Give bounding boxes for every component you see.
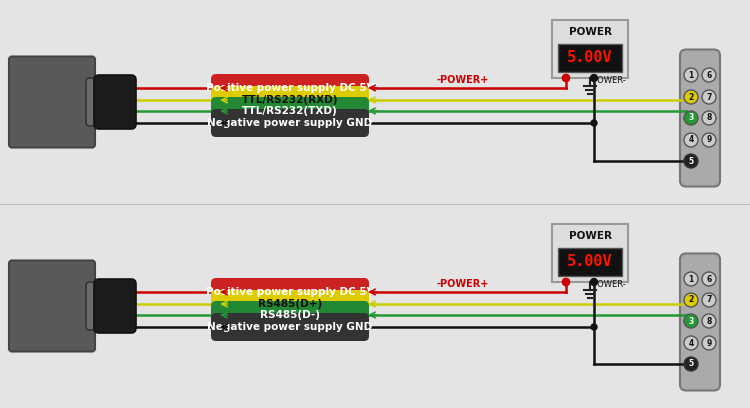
Circle shape (562, 279, 569, 286)
Text: TTL/RS232(TXD): TTL/RS232(TXD) (242, 106, 338, 116)
FancyBboxPatch shape (211, 74, 369, 102)
Text: 9: 9 (706, 339, 712, 348)
Text: 5.00V: 5.00V (567, 51, 613, 66)
Circle shape (591, 120, 597, 126)
Text: POWER-: POWER- (592, 76, 626, 85)
Text: Positive power supply DC 5V: Positive power supply DC 5V (206, 83, 374, 93)
Text: -POWER+: -POWER+ (436, 279, 489, 289)
FancyBboxPatch shape (94, 279, 136, 333)
FancyBboxPatch shape (211, 301, 369, 329)
FancyBboxPatch shape (552, 224, 628, 282)
Text: 5: 5 (688, 359, 694, 368)
FancyBboxPatch shape (558, 44, 622, 72)
Circle shape (590, 75, 598, 82)
FancyBboxPatch shape (211, 313, 369, 341)
Text: Negative power supply GND: Negative power supply GND (207, 118, 373, 128)
Circle shape (684, 272, 698, 286)
Circle shape (684, 68, 698, 82)
FancyBboxPatch shape (211, 278, 369, 306)
Text: 8: 8 (706, 113, 712, 122)
Text: 1: 1 (688, 275, 694, 284)
Circle shape (702, 293, 716, 307)
FancyBboxPatch shape (211, 290, 369, 318)
Circle shape (702, 272, 716, 286)
FancyBboxPatch shape (680, 49, 720, 186)
Text: POWER: POWER (568, 27, 611, 37)
Circle shape (684, 111, 698, 125)
Circle shape (702, 68, 716, 82)
Circle shape (562, 279, 569, 286)
Circle shape (702, 90, 716, 104)
Text: 2: 2 (688, 295, 694, 304)
FancyBboxPatch shape (211, 97, 369, 125)
Circle shape (702, 314, 716, 328)
Text: 6: 6 (706, 275, 712, 284)
Circle shape (684, 90, 698, 104)
Circle shape (684, 336, 698, 350)
Text: 3: 3 (688, 317, 694, 326)
Text: 5.00V: 5.00V (567, 255, 613, 270)
Text: 8: 8 (706, 317, 712, 326)
FancyBboxPatch shape (9, 56, 95, 148)
FancyBboxPatch shape (558, 248, 622, 276)
Circle shape (684, 357, 698, 371)
Text: Negative power supply GND: Negative power supply GND (207, 322, 373, 332)
Circle shape (702, 133, 716, 147)
Text: POWER: POWER (568, 231, 611, 241)
Text: RS485(D+): RS485(D+) (258, 299, 322, 309)
Text: POWER-: POWER- (592, 280, 626, 289)
FancyBboxPatch shape (552, 20, 628, 78)
FancyBboxPatch shape (97, 83, 117, 121)
Circle shape (591, 279, 597, 285)
Circle shape (684, 154, 698, 168)
Circle shape (591, 75, 597, 81)
Text: 3: 3 (688, 113, 694, 122)
Text: 5: 5 (688, 157, 694, 166)
Text: 7: 7 (706, 93, 712, 102)
FancyBboxPatch shape (86, 78, 114, 126)
FancyBboxPatch shape (211, 109, 369, 137)
Text: 7: 7 (706, 295, 712, 304)
Text: 2: 2 (688, 93, 694, 102)
FancyBboxPatch shape (97, 287, 117, 325)
Text: 9: 9 (706, 135, 712, 144)
Circle shape (684, 314, 698, 328)
Circle shape (684, 133, 698, 147)
Circle shape (562, 75, 569, 82)
Circle shape (562, 75, 569, 82)
Text: -POWER+: -POWER+ (436, 75, 489, 85)
Text: TTL/RS232(RXD): TTL/RS232(RXD) (242, 95, 338, 105)
Circle shape (590, 279, 598, 286)
FancyBboxPatch shape (211, 86, 369, 114)
Text: Positive power supply DC 5V: Positive power supply DC 5V (206, 287, 374, 297)
Circle shape (702, 111, 716, 125)
Text: 4: 4 (688, 135, 694, 144)
Circle shape (702, 336, 716, 350)
FancyBboxPatch shape (680, 253, 720, 390)
Circle shape (684, 293, 698, 307)
FancyBboxPatch shape (86, 282, 114, 330)
FancyBboxPatch shape (9, 260, 95, 352)
Text: 4: 4 (688, 339, 694, 348)
FancyBboxPatch shape (94, 75, 136, 129)
Text: 6: 6 (706, 71, 712, 80)
Text: 1: 1 (688, 71, 694, 80)
Circle shape (591, 324, 597, 330)
Text: RS485(D-): RS485(D-) (260, 310, 320, 320)
